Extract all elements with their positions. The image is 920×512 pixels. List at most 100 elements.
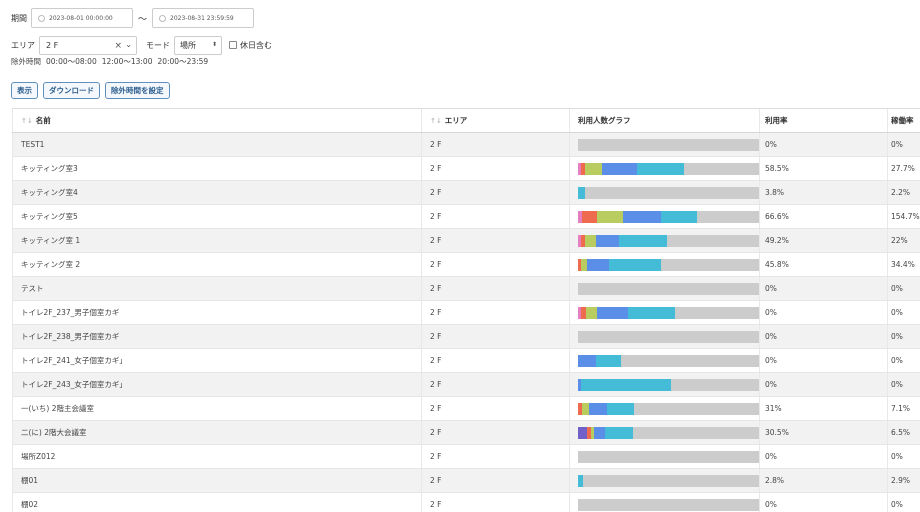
cell-graph [569, 205, 759, 228]
set-excluded-time-button[interactable]: 除外時間を設定 [105, 82, 170, 99]
cell-name: 一(いち) 2階主会議室 [12, 397, 421, 420]
table-row[interactable]: TEST1 2 F 0% 0% [12, 133, 920, 157]
excluded-time-1: 00:00～08:00 [46, 57, 97, 66]
usage-bar [578, 234, 759, 247]
cell-rate-text: 31% [765, 404, 782, 413]
cell-rate-text: 0% [765, 500, 777, 509]
header-graph: 利用人数グラフ [569, 109, 759, 132]
usage-bar-segment [596, 354, 621, 367]
end-datetime-input[interactable]: 2023-08-31 23:59:59 [152, 8, 255, 28]
cell-area: 2 F [421, 157, 569, 180]
holiday-label: 休日含む [240, 40, 272, 50]
cell-rate: 2.8% [759, 469, 887, 492]
table-row[interactable]: キッティング室3 2 F 58.5% 27.7% [12, 157, 920, 181]
table-row[interactable]: 一(いち) 2階主会議室 2 F 31% 7.1% [12, 397, 920, 421]
chevron-down-icon[interactable]: ⌄ [125, 39, 132, 49]
excluded-time-3: 20:00～23:59 [157, 57, 209, 66]
table-row[interactable]: トイレ2F_237_男子個室カギ 2 F 0% 0% [12, 301, 920, 325]
table-row[interactable]: キッティング室5 2 F 66.6% 154.7% [12, 205, 920, 229]
show-button[interactable]: 表示 [11, 82, 38, 99]
clear-icon[interactable]: × [114, 40, 122, 51]
cell-area: 2 F [421, 493, 569, 512]
cell-area: 2 F [421, 325, 569, 348]
cell-area-text: 2 F [430, 164, 442, 173]
usage-bar-segment [627, 306, 675, 319]
holiday-checkbox[interactable] [229, 41, 237, 49]
cell-name: キッティング室3 [12, 157, 421, 180]
cell-name: テスト [12, 277, 421, 300]
usage-bar-segment [587, 258, 609, 271]
cell-name: トイレ2F_237_男子個室カギ [12, 301, 421, 324]
usage-bar-segment [580, 234, 585, 247]
usage-bar-segment [578, 186, 585, 199]
table-row[interactable]: トイレ2F_238_男子個室カギ 2 F 0% 0% [12, 325, 920, 349]
cell-graph [569, 253, 759, 276]
table-row[interactable]: キッティング室 1 2 F 49.2% 22% [12, 229, 920, 253]
cell-name: キッティング室 2 [12, 253, 421, 276]
usage-bar-segment [580, 378, 672, 391]
usage-bar-segment [596, 210, 624, 223]
cell-work: 0% [887, 373, 920, 396]
cell-rate: 0% [759, 133, 887, 156]
table-row[interactable]: キッティング室4 2 F 3.8% 2.2% [12, 181, 920, 205]
area-label: エリア [11, 40, 35, 50]
table-row[interactable]: 二(に) 2階大会議室 2 F 30.5% 6.5% [12, 421, 920, 445]
cell-area: 2 F [421, 253, 569, 276]
header-area[interactable]: ↑↓ エリア [421, 109, 569, 132]
table-row[interactable]: 棚02 2 F 0% 0% [12, 493, 920, 512]
sort-icon[interactable]: ↑↓ [430, 116, 442, 125]
table-row[interactable]: トイレ2F_241_女子個室カギ」 2 F 0% 0% [12, 349, 920, 373]
start-datetime-input[interactable]: 2023-08-01 00:00:00 [31, 8, 133, 28]
cell-rate: 0% [759, 445, 887, 468]
sort-icon[interactable]: ↑↓ [21, 116, 33, 125]
table-row[interactable]: トイレ2F_243_女子個室カギ」 2 F 0% 0% [12, 373, 920, 397]
cell-work: 0% [887, 349, 920, 372]
cell-work-text: 0% [891, 140, 903, 149]
usage-bar-segment [587, 426, 591, 439]
cell-name: 棚02 [12, 493, 421, 512]
cell-rate-text: 0% [765, 380, 777, 389]
cell-work-text: 6.5% [891, 428, 911, 437]
cell-area-text: 2 F [430, 332, 442, 341]
table-row[interactable]: 棚01 2 F 2.8% 2.9% [12, 469, 920, 493]
usage-bar-segment [605, 426, 634, 439]
cell-work: 0% [887, 277, 920, 300]
area-mode-row: エリア 2 F × ⌄ モード 場所 ⬍ 休日含む [11, 35, 276, 55]
excluded-label: 除外時間 [11, 57, 41, 66]
usage-bar-segment [584, 234, 596, 247]
cell-rate: 0% [759, 373, 887, 396]
usage-bar-segment [595, 234, 620, 247]
cell-graph [569, 421, 759, 444]
cell-area-text: 2 F [430, 284, 442, 293]
header-name[interactable]: ↑↓ 名前 [12, 109, 421, 132]
cell-rate-text: 0% [765, 452, 777, 461]
usage-bar [578, 162, 759, 175]
usage-bar-segment [606, 402, 635, 415]
mode-select[interactable]: 場所 ⬍ [174, 35, 222, 55]
cell-work: 0% [887, 301, 920, 324]
cell-work: 7.1% [887, 397, 920, 420]
cell-name-text: キッティング室 2 [21, 260, 81, 269]
updown-arrow-icon: ⬍ [211, 40, 217, 48]
area-select[interactable]: 2 F × ⌄ [39, 35, 137, 55]
download-button[interactable]: ダウンロード [43, 82, 100, 99]
cell-area: 2 F [421, 205, 569, 228]
cell-area: 2 F [421, 373, 569, 396]
cell-rate-text: 0% [765, 356, 777, 365]
cell-area: 2 F [421, 421, 569, 444]
usage-bar [578, 186, 759, 199]
cell-name: 二(に) 2階大会議室 [12, 421, 421, 444]
usage-bar [578, 402, 759, 415]
cell-name: キッティング室4 [12, 181, 421, 204]
cell-area: 2 F [421, 181, 569, 204]
cell-rate: 0% [759, 301, 887, 324]
table-row[interactable]: テスト 2 F 0% 0% [12, 277, 920, 301]
table-row[interactable]: 場所Z012 2 F 0% 0% [12, 445, 920, 469]
action-buttons: 表示 ダウンロード 除外時間を設定 [11, 82, 170, 99]
header-work-label: 稼働率 [891, 116, 914, 125]
cell-work-text: 0% [891, 332, 903, 341]
cell-name-text: 棚02 [21, 500, 39, 509]
usage-bar-segment [661, 210, 698, 223]
usage-bar-segment [578, 258, 581, 271]
table-row[interactable]: キッティング室 2 2 F 45.8% 34.4% [12, 253, 920, 277]
